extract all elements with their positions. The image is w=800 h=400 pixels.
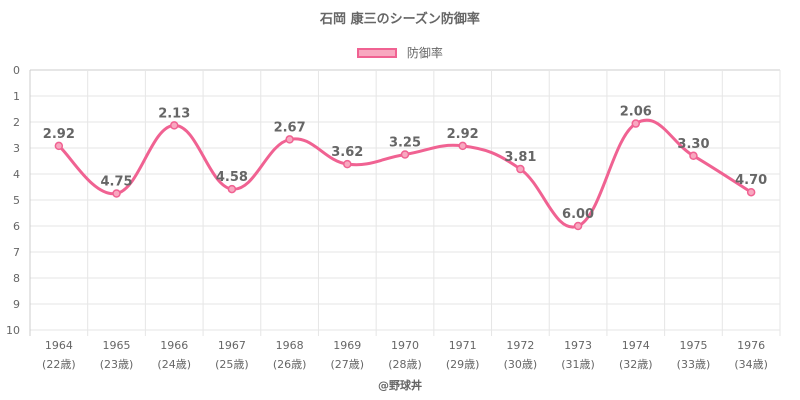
x-tick-age-label: (25歳) <box>215 358 249 371</box>
x-tick-label: 1970 <box>391 339 419 352</box>
data-label: 3.81 <box>504 150 536 165</box>
data-label: 2.06 <box>620 105 652 120</box>
data-label: 6.00 <box>562 207 594 222</box>
data-label: 2.92 <box>447 127 479 142</box>
data-point <box>516 164 525 174</box>
y-tick-label: 1 <box>13 90 20 103</box>
data-point <box>689 151 698 161</box>
data-point <box>746 187 756 197</box>
data-label: 2.92 <box>43 127 75 142</box>
y-tick-label: 2 <box>13 116 20 129</box>
data-label: 4.58 <box>216 170 248 185</box>
x-tick-label: 1967 <box>218 339 246 352</box>
credit-label: @野球丼 <box>378 379 422 392</box>
x-tick-age-label: (24歳) <box>157 358 191 371</box>
legend-label: 防御率 <box>406 46 443 60</box>
data-point <box>400 150 410 159</box>
data-label: 4.75 <box>100 175 132 190</box>
x-tick-label: 1973 <box>564 339 592 352</box>
data-label: 3.62 <box>331 145 363 160</box>
data-point <box>169 121 179 130</box>
data-label: 3.30 <box>677 137 709 152</box>
chart-title: 石岡 康三のシーズン防御率 <box>320 12 480 27</box>
legend-swatch <box>357 47 398 58</box>
data-point <box>112 189 121 198</box>
x-tick-label: 1975 <box>679 339 707 352</box>
x-tick-label: 1974 <box>622 339 650 352</box>
x-tick-age-label: (34歳) <box>734 358 768 371</box>
x-tick-age-label: (27歳) <box>331 358 365 371</box>
x-tick-label: 1965 <box>103 339 131 352</box>
data-label: 2.67 <box>274 120 306 135</box>
x-tick-age-label: (26歳) <box>273 358 307 371</box>
data-point <box>285 135 294 144</box>
data-point <box>54 141 64 151</box>
x-tick-label: 1972 <box>506 339 534 352</box>
data-point <box>458 141 467 151</box>
x-tick-label: 1976 <box>737 339 765 352</box>
x-tick-label: 1971 <box>449 339 477 352</box>
y-tick-label: 8 <box>13 272 20 285</box>
x-tick-age-label: (30歳) <box>504 358 538 371</box>
x-tick-age-label: (29歳) <box>446 358 480 371</box>
y-tick-label: 6 <box>13 220 20 233</box>
legend[interactable]: 防御率 <box>0 44 800 61</box>
data-point <box>631 119 641 128</box>
data-label: 4.70 <box>735 173 767 188</box>
y-tick-label: 9 <box>13 298 20 311</box>
x-tick-age-label: (32歳) <box>619 358 653 371</box>
data-point <box>343 159 352 169</box>
y-tick-label: 7 <box>13 246 20 259</box>
y-tick-label: 5 <box>13 194 20 207</box>
data-label: 3.25 <box>389 136 421 151</box>
data-point <box>573 221 583 231</box>
y-tick-label: 10 <box>6 324 20 337</box>
y-tick-label: 4 <box>13 168 20 181</box>
data-label: 2.13 <box>158 106 190 121</box>
y-tick-label: 3 <box>13 142 20 155</box>
x-tick-age-label: (31歳) <box>561 358 595 371</box>
x-tick-age-label: (22歳) <box>42 358 76 371</box>
y-tick-label: 0 <box>13 64 20 77</box>
x-tick-label: 1966 <box>160 339 188 352</box>
x-tick-label: 1969 <box>333 339 361 352</box>
x-tick-label: 1968 <box>276 339 304 352</box>
x-tick-age-label: (23歳) <box>100 358 134 371</box>
x-tick-label: 1964 <box>45 339 73 352</box>
data-point <box>227 184 237 194</box>
x-tick-age-label: (28歳) <box>388 358 422 371</box>
x-tick-age-label: (33歳) <box>677 358 711 371</box>
